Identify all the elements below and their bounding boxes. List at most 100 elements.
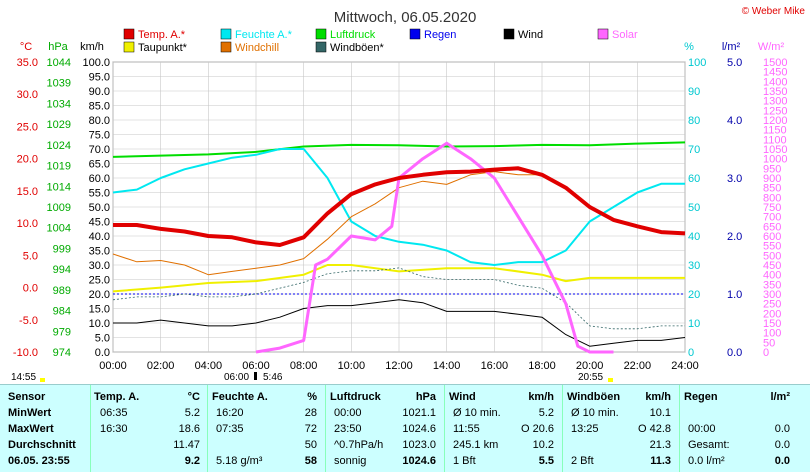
stats-row-label: 06.05. 23:55 [8,455,70,468]
stats-header-rain: Regen [684,391,718,404]
tick-x: 20:00 [576,360,604,372]
axis-unit-humidity: % [684,41,694,53]
tick-temp: 5.0 [23,250,38,262]
tick-temp: 15.0 [17,186,38,198]
legend-label: Solar [612,29,638,41]
tick-wind: 25.0 [89,275,110,287]
axis-unit-pressure: hPa [48,41,68,53]
tick-wind: 15.0 [89,304,110,316]
stats-cell-press-val: 1024.6 [381,455,436,468]
tick-temp: 20.0 [17,154,38,166]
tick-x: 02:00 [147,360,175,372]
tick-pressure: 994 [53,264,71,276]
legend-label: Feuchte A.* [235,29,293,41]
weather-chart: Mittwoch, 06.05.2020 © Weber Mike Temp. … [0,0,810,384]
stats-cell-temp-val: 9.2 [145,455,200,468]
tick-temp: 35.0 [17,57,38,69]
tick-rain: 1.0 [727,289,742,301]
stats-cell-temp-time: 16:30 [100,423,128,436]
tick-wind: 60.0 [89,173,110,185]
stats-cell-rain-time: 0.0 l/m² [688,455,725,468]
stats-cell-wind-time: Ø 10 min. [453,407,501,420]
tick-wind: 20.0 [89,289,110,301]
axis-unit-wind: km/h [80,41,104,53]
tick-x: 10:00 [338,360,366,372]
stats-cell-wind-time: 11:55 [453,423,480,436]
tick-humidity: 60 [688,173,700,185]
tick-pressure: 999 [53,243,71,255]
tick-humidity: 80 [688,115,700,127]
legend-swatch [316,29,326,39]
chart-title: Mittwoch, 06.05.2020 [334,9,477,26]
legend-label: Taupunkt* [138,42,188,54]
stats-cell-press-val: 1023.0 [381,439,436,452]
stats-header-unit-wind: km/h [514,391,554,404]
tick-wind: 75.0 [89,130,110,142]
tick-x: 00:00 [99,360,127,372]
tick-wind: 0.0 [95,347,110,359]
stats-cell-wind-time: 1 Bft [453,455,476,468]
legend-swatch [221,42,231,52]
tick-temp: 10.0 [17,218,38,230]
tick-x: 14:00 [433,360,461,372]
tick-rain: 3.0 [727,173,742,185]
tick-temp: -5.0 [19,315,38,327]
stats-row-label: MinWert [8,407,51,420]
tick-x: 22:00 [624,360,652,372]
stats-cell-gust-val: 21.3 [616,439,671,452]
tick-x: 08:00 [290,360,318,372]
tick-wind: 85.0 [89,101,110,113]
tick-temp: 25.0 [17,121,38,133]
stats-header-gust: Windböen [567,391,620,404]
legend-label: Luftdruck [330,29,376,41]
stats-cell-wind-val: 5.2 [499,407,554,420]
legend-label: Temp. A.* [138,29,186,41]
stats-header-sensor: Sensor [8,391,45,404]
tick-wind: 95.0 [89,72,110,84]
stats-row-label: Durchschnitt [8,439,76,452]
legend-label: Wind [518,29,543,41]
tick-temp: -10.0 [13,347,38,359]
sunrise-time: 5:46 [263,372,283,383]
tick-wind: 80.0 [89,115,110,127]
stats-cell-temp-val: 18.6 [145,423,200,436]
tick-pressure: 1034 [47,98,71,110]
stats-row-label: MaxWert [8,423,54,436]
tick-wind: 35.0 [89,246,110,258]
day-marker-left [40,378,45,382]
tick-wind: 10.0 [89,318,110,330]
day-start-time: 14:55 [11,372,36,383]
day-marker-right [608,378,613,382]
stats-cell-hum-val: 28 [262,407,317,420]
tick-pressure: 979 [53,326,71,338]
stats-cell-gust-time: 13:25 [571,423,599,436]
tick-humidity: 0 [688,347,694,359]
tick-wind: 50.0 [89,202,110,214]
tick-humidity: 30 [688,260,700,272]
tick-pressure: 1019 [47,161,71,173]
stats-cell-gust-time: 2 Bft [571,455,594,468]
legend-label: Windchill [235,42,279,54]
stats-cell-press-time: 23:50 [334,423,362,436]
tick-x: 04:00 [195,360,223,372]
tick-humidity: 90 [688,86,700,98]
tick-pressure: 1024 [47,140,71,152]
stats-header-unit-press: hPa [396,391,436,404]
tick-temp: 0.0 [23,283,38,295]
stats-cell-wind-val: O 20.6 [499,423,554,436]
tick-humidity: 40 [688,231,700,243]
stats-cell-gust-time: Ø 10 min. [571,407,619,420]
stats-cell-press-val: 1024.6 [381,423,436,436]
tick-pressure: 989 [53,285,71,297]
tick-temp: 30.0 [17,89,38,101]
stats-cell-temp-val: 5.2 [145,407,200,420]
legend-label: Windböen* [330,42,385,54]
tick-pressure: 1004 [47,223,71,235]
stats-header-press: Luftdruck [330,391,381,404]
legend-swatch [598,29,608,39]
tick-wind: 55.0 [89,188,110,200]
tick-pressure: 984 [53,306,71,318]
tick-pressure: 1044 [47,57,71,69]
